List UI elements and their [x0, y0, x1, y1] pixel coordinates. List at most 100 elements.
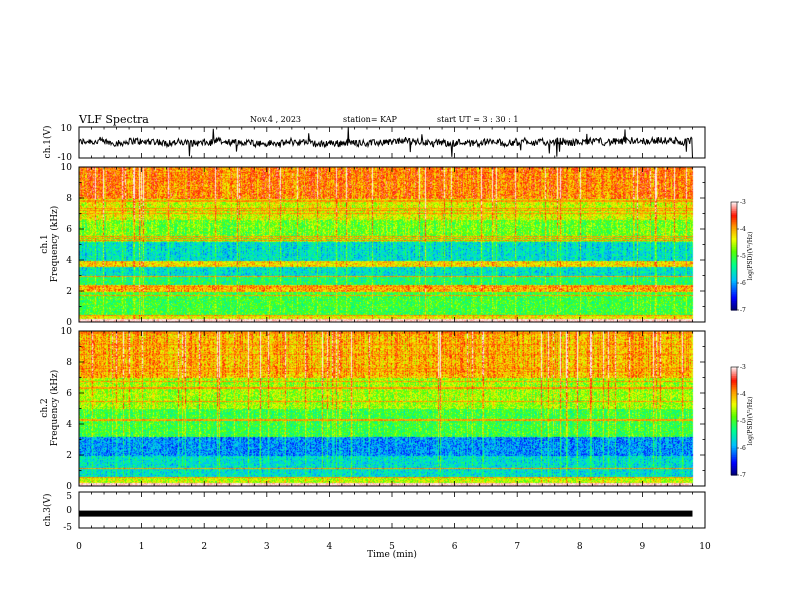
colorbar-segment [731, 399, 737, 402]
colorbar-segment [731, 223, 737, 226]
ch1-ytick-top: 10 [61, 124, 73, 134]
colorbar-segment [731, 421, 737, 424]
panel-ch2-spectrogram: 0 2 4 6 8 10 ch.2 Frequency (kHz) [40, 327, 706, 492]
colorbar-segment [731, 263, 737, 266]
colorbar-segment [731, 374, 737, 377]
colorbar-segment [731, 433, 737, 436]
panel-ch3-waveform: 5 0 -5 ch.3(V) [42, 491, 706, 533]
colorbar-segment [731, 257, 737, 261]
colorbar-segment [731, 239, 737, 243]
spec-ytick-label: 4 [66, 256, 72, 266]
colorbar-segment [731, 377, 737, 381]
colorbar-tick-label: -7 [740, 307, 746, 314]
colorbar-segment [731, 455, 737, 458]
colorbar-tick-label: -4 [740, 391, 746, 398]
colorbar-segment [731, 254, 737, 257]
ch1-spec-ylabel-line1: ch.1 [40, 234, 50, 253]
colorbar-segment [731, 304, 737, 307]
colorbar-segment [731, 274, 737, 277]
colorbar-segment [731, 281, 737, 284]
colorbar-segment [731, 211, 737, 214]
colorbar-segment [731, 442, 737, 445]
spec-ytick-label: 10 [61, 163, 73, 173]
colorbar-segment [731, 256, 737, 259]
spec-ytick-label: 8 [66, 194, 72, 204]
x-tick-label: 5 [389, 542, 395, 552]
colorbar-segment [731, 458, 737, 462]
colorbar-segment [731, 388, 737, 391]
spec-ytick-label: 10 [61, 327, 73, 337]
colorbar-segment [731, 412, 737, 415]
ch2-spectrogram-image [79, 331, 705, 486]
spec-ytick-label: 4 [66, 420, 72, 430]
ch2-spec-ylabel-line1: ch.2 [40, 398, 50, 417]
colorbar-tick-label: -3 [740, 199, 746, 206]
colorbar-segment [731, 272, 737, 275]
colorbar-segment [731, 270, 737, 273]
colorbar-segment [731, 431, 737, 435]
colorbar-segment [731, 286, 737, 289]
colorbar-segment [731, 437, 737, 440]
spec-ytick-label: 6 [66, 225, 72, 235]
colorbar-segment [731, 247, 737, 250]
spec-ytick-label: 2 [66, 451, 72, 461]
colorbar-segment [731, 372, 737, 375]
colorbar-segment [731, 302, 737, 306]
colorbar-segment [731, 473, 737, 476]
colorbar-segment [731, 370, 737, 373]
colorbar-segment [731, 449, 737, 453]
spec-ytick-label: 2 [66, 287, 72, 297]
colorbar-segment [731, 236, 737, 239]
x-tick-label: 3 [264, 542, 270, 552]
colorbar-segment [731, 451, 737, 454]
colorbar-segment [731, 419, 737, 422]
colorbar-tick-label: -7 [740, 472, 746, 479]
colorbar-segment [731, 275, 737, 279]
colorbar-segment [731, 308, 737, 311]
colorbar-segment [731, 395, 737, 399]
ch3-waveform-line [79, 510, 693, 517]
colorbar-segment [731, 234, 737, 237]
colorbar-segment [731, 238, 737, 241]
colorbar-segment [731, 448, 737, 451]
colorbar-segment [731, 404, 737, 408]
colorbar-segment [731, 367, 737, 370]
colorbar-segment [731, 261, 737, 264]
figure-title: VLF Spectra [78, 113, 149, 126]
colorbar-segment [731, 229, 737, 232]
colorbar-segment [731, 203, 737, 207]
colorbar-segment [731, 394, 737, 397]
colorbar-segment [731, 453, 737, 456]
colorbar-segment [731, 306, 737, 309]
colorbar-segment [731, 435, 737, 438]
colorbar-segment [731, 386, 737, 390]
colorbar-segment [731, 279, 737, 282]
figure-date: Nov.4 , 2023 [250, 115, 301, 124]
colorbar-segment [731, 266, 737, 270]
colorbar-segment [731, 207, 737, 210]
colorbar-segment [731, 290, 737, 293]
colorbar-segment [731, 241, 737, 244]
x-tick-label: 8 [577, 542, 583, 552]
colorbar-segment [731, 457, 737, 460]
colorbar-tick-label: -4 [740, 226, 746, 233]
ch3-ytick-bottom: -5 [63, 523, 72, 533]
colorbar-tick-label: -6 [740, 445, 746, 452]
ch1-colorbar: -3 -4 -5 -6 -7 log(PSD)(V²/Hz) [730, 199, 754, 314]
colorbar-segment [731, 259, 737, 262]
colorbar-segment [731, 467, 737, 471]
colorbar-segment [731, 221, 737, 225]
colorbar-segment [731, 243, 737, 246]
colorbar-label: log(PSD)(V²/Hz) [747, 232, 754, 281]
colorbar-segment [731, 460, 737, 463]
colorbar-segment [731, 422, 737, 426]
colorbar-segment [731, 417, 737, 420]
ch1-spectrogram-image [79, 167, 705, 322]
colorbar-tick-label: -6 [740, 280, 746, 287]
panel-ch1-spectrogram: 0 2 4 6 8 10 ch.1 Frequency (kHz) [40, 163, 706, 328]
colorbar-segment [731, 392, 737, 395]
colorbar-segment [731, 214, 737, 217]
ch3-ylabel: ch.3(V) [42, 494, 53, 527]
x-tick-label: 9 [640, 542, 646, 552]
